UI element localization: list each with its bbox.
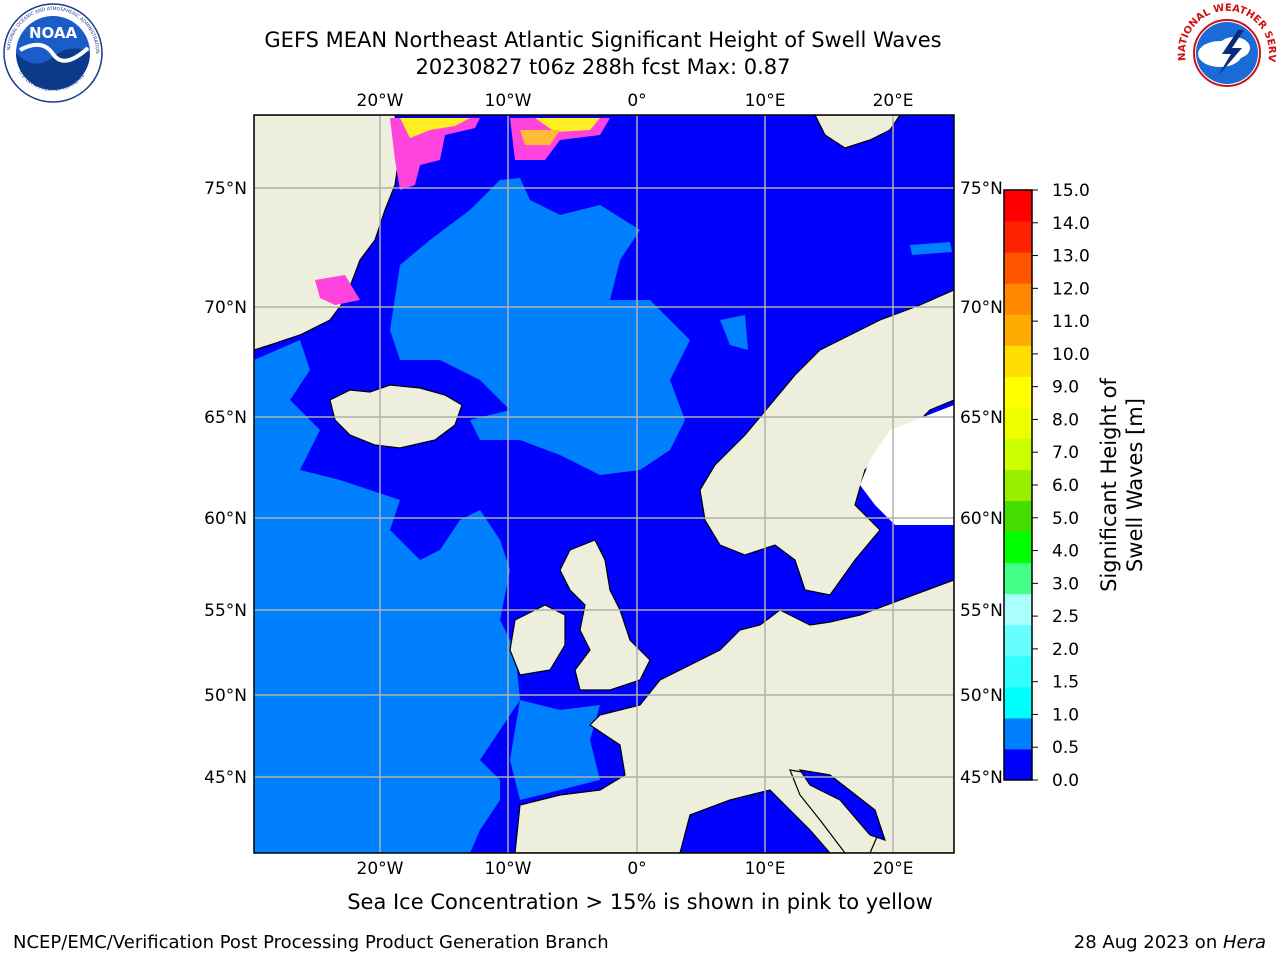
colorbar-swatch [1004,562,1032,595]
nws-logo: NATIONAL WEATHER SERVICE [1176,2,1277,102]
noaa-logo-text: NOAA [29,24,78,42]
colorbar-swatch [1004,314,1032,346]
graticule [254,115,954,853]
colorbar-title: Significant Height of Swell Waves [m] [1097,378,1147,592]
swell-region-mid [254,340,520,853]
colorbar-swatch [1004,376,1032,408]
great-britain [559,539,651,691]
colorbar-tick-label: 15.0 [1052,181,1090,201]
sea-ice-pink-3 [315,275,360,305]
finland-lakes [860,405,954,525]
colorbar-swatch [1004,624,1032,657]
lat-label-left: 75°N [204,179,247,199]
colorbar-swatch [1004,748,1032,781]
svalbard [814,115,901,149]
swell-region-north [390,178,690,475]
footer-date-text: 28 Aug 2023 on [1073,932,1223,953]
colorbar-tick-label: 9.0 [1052,378,1079,398]
lon-label-bottom: 10°W [485,859,532,879]
lat-label-right: 45°N [960,768,1003,788]
colorbar-tick-label: 1.5 [1052,673,1079,693]
colorbar-tick-label: 3.0 [1052,574,1079,594]
lon-label-bottom: 20°W [357,859,404,879]
lon-label-top: 0° [627,91,646,111]
lat-label-right: 75°N [960,179,1003,199]
colorbar-swatch [1004,469,1032,502]
colorbar-tick-label: 4.0 [1052,542,1079,562]
colorbar-swatch [1004,221,1032,253]
swell-region-barents [910,242,952,255]
colorbar: 0.0 0.5 1.0 1.5 2.0 2.5 3.0 4.0 5.0 6.0 7.0 8.0 9.0 1… [1003,181,1090,791]
lat-label-left: 45°N [204,768,247,788]
lon-label-bottom: 20°E [873,859,914,879]
colorbar-swatch [1004,407,1032,439]
colorbar-swatch [1004,500,1032,533]
adriatic [798,769,886,841]
colorbar-swatch [1004,686,1032,719]
colorbar-swatch [1004,655,1032,688]
colorbar-tick-label: 5.0 [1052,509,1079,529]
lat-label-right: 70°N [960,298,1003,318]
lat-label-left: 60°N [204,509,247,529]
colorbar-tick-label: 0.0 [1052,771,1079,791]
noaa-logo: NOAA NATIONAL OCEANIC AND ATMOSPHERIC AD… [3,3,103,103]
colorbar-tick-label: 13.0 [1052,247,1090,267]
sea-ice-yellow-2 [535,118,600,132]
ireland [509,604,566,676]
footer-date: 28 Aug 2023 on Hera [1074,932,1266,953]
lat-label-left: 55°N [204,601,247,621]
colorbar-swatch [1004,345,1032,377]
colorbar-tick-label: 11.0 [1052,312,1090,332]
lon-label-top: 10°W [485,91,532,111]
lat-label-right: 60°N [960,509,1003,529]
colorbar-swatch [1004,252,1032,284]
colorbar-swatch [1004,717,1032,750]
colorbar-tick-label: 10.0 [1052,345,1090,365]
swell-region-bay [510,700,600,800]
sea-ice-orange [520,130,560,145]
colorbar-tick-label: 8.0 [1052,410,1079,430]
mediterranean [679,789,831,853]
lat-label-right: 55°N [960,601,1003,621]
colorbar-tick-label: 7.0 [1052,443,1079,463]
lat-label-left: 70°N [204,298,247,318]
lon-label-bottom: 0° [627,859,646,879]
chart-subtitle: 20230827 t06z 288h fcst Max: 0.87 [415,55,791,79]
lat-label-left: 65°N [204,408,247,428]
sea-ice-note: Sea Ice Concentration > 15% is shown in … [347,890,933,914]
colorbar-tick-label: 6.0 [1052,476,1079,496]
lon-label-top: 20°E [873,91,914,111]
footer-host: Hera [1222,932,1266,953]
colorbar-tick-label: 0.5 [1052,738,1079,758]
lat-label-right: 50°N [960,686,1003,706]
colorbar-swatch [1004,593,1032,626]
map-border [253,114,955,854]
colorbar-swatch [1004,190,1032,222]
lon-label-top: 10°E [745,91,786,111]
colorbar-tick-label: 12.0 [1052,279,1090,299]
chart-title: GEFS MEAN Northeast Atlantic Significant… [264,28,942,52]
lon-label-top: 20°W [357,91,404,111]
footer-credit: NCEP/EMC/Verification Post Processing Pr… [13,932,609,953]
colorbar-tick-label: 14.0 [1052,214,1090,234]
colorbar-swatch [1004,438,1032,470]
colorbar-tick-label: 2.5 [1052,607,1079,627]
colorbar-swatch [1004,283,1032,315]
colorbar-swatch [1004,531,1032,564]
continental-europe [514,579,954,853]
colorbar-tick-label: 2.0 [1052,640,1079,660]
lat-label-left: 50°N [204,686,247,706]
swell-region-east [720,315,748,350]
lat-label-right: 65°N [960,408,1003,428]
sea-ice-yellow [400,118,470,138]
colorbar-tick-label: 1.0 [1052,705,1079,725]
lon-label-bottom: 10°E [745,859,786,879]
